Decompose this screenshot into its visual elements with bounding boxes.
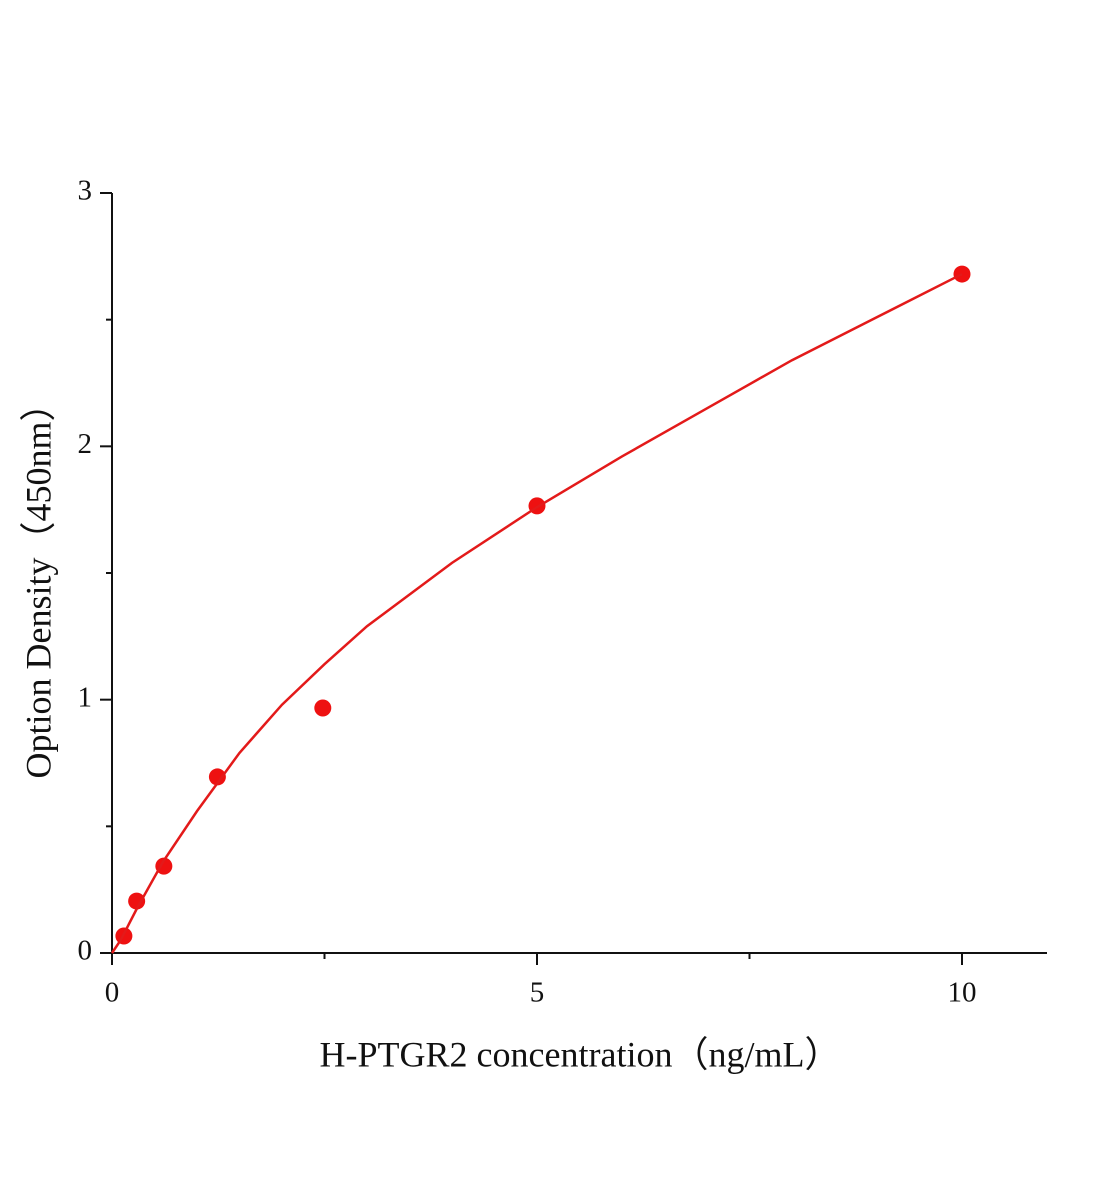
x-axis-label: H-PTGR2 concentration（ng/mL）: [320, 1034, 841, 1074]
y-tick-label: 0: [78, 935, 93, 967]
y-axis-label: Option Density（450nm）: [18, 386, 58, 779]
x-tick-label: 0: [105, 977, 120, 1009]
x-tick-label: 5: [530, 977, 545, 1009]
y-tick-label: 2: [78, 428, 93, 460]
x-tick-label: 10: [948, 977, 977, 1009]
data-point: [314, 699, 332, 717]
fit-curve: [110, 272, 963, 954]
data-point: [208, 768, 226, 786]
data-point: [128, 892, 146, 910]
y-tick-label: 3: [78, 175, 93, 207]
y-tick-label: 1: [78, 681, 93, 713]
